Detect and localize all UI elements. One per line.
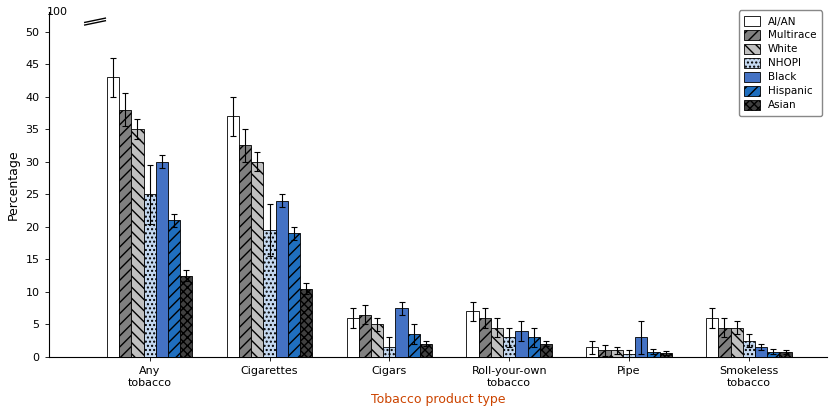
Bar <box>288 233 300 357</box>
Bar <box>528 337 540 357</box>
Bar <box>755 347 767 357</box>
X-axis label: Tobacco product type: Tobacco product type <box>370 393 505 406</box>
Bar <box>107 77 119 357</box>
Bar <box>180 275 193 357</box>
Bar <box>347 318 359 357</box>
Bar <box>359 315 371 357</box>
Bar <box>119 110 132 357</box>
Bar <box>660 353 672 357</box>
Bar <box>780 351 791 357</box>
Bar <box>395 308 408 357</box>
Bar <box>586 347 599 357</box>
Bar <box>132 129 143 357</box>
Bar <box>251 162 264 357</box>
Bar <box>264 230 276 357</box>
Bar <box>636 337 647 357</box>
Bar <box>300 289 312 357</box>
Y-axis label: Percentage: Percentage <box>7 149 20 220</box>
Bar <box>384 347 395 357</box>
Bar <box>515 331 528 357</box>
Bar <box>420 344 432 357</box>
Bar <box>227 116 239 357</box>
Bar <box>706 318 718 357</box>
Bar <box>647 351 660 357</box>
Bar <box>156 162 168 357</box>
Bar <box>408 334 420 357</box>
Bar <box>168 220 180 357</box>
Bar <box>276 201 288 357</box>
Bar <box>540 344 552 357</box>
Bar <box>503 337 515 357</box>
Bar <box>466 311 479 357</box>
Bar <box>371 324 384 357</box>
Bar <box>767 351 780 357</box>
Bar <box>239 145 251 357</box>
Bar <box>143 194 156 357</box>
Legend: AI/AN, Multirace, White, NHOPI, Black, Hispanic, Asian: AI/AN, Multirace, White, NHOPI, Black, H… <box>739 10 821 116</box>
Bar <box>479 318 491 357</box>
Bar <box>491 328 503 357</box>
Text: 100: 100 <box>47 7 68 17</box>
Bar <box>718 328 731 357</box>
Bar <box>731 328 743 357</box>
Bar <box>599 350 610 357</box>
Bar <box>743 341 755 357</box>
Bar <box>610 350 623 357</box>
Bar <box>623 354 636 357</box>
